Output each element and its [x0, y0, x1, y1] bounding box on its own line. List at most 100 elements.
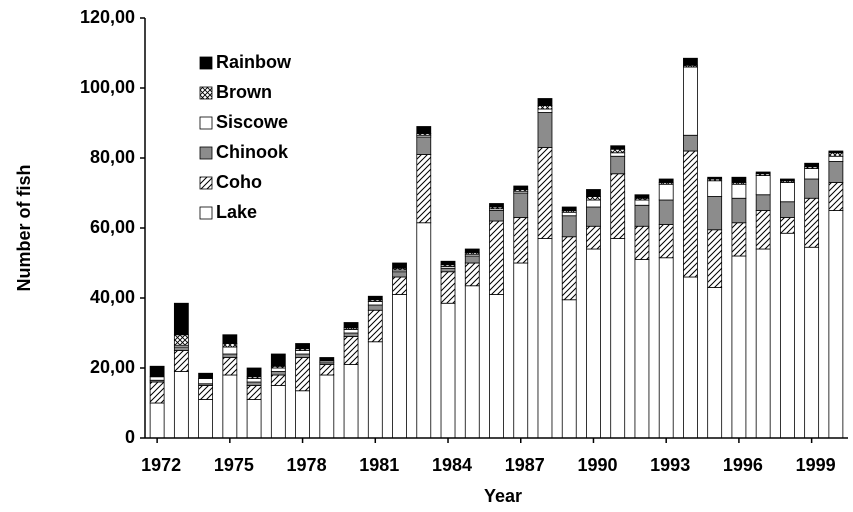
bar-segment	[270, 371, 286, 376]
bar-segment	[804, 178, 820, 199]
bar-segment	[149, 381, 165, 404]
bar-segment	[513, 185, 529, 190]
x-tick-label: 1993	[650, 455, 690, 475]
bar-segment	[610, 238, 626, 439]
bar-segment	[658, 224, 674, 259]
bar-segment	[828, 152, 844, 157]
bar-segment	[755, 248, 771, 439]
legend-swatch	[199, 146, 213, 160]
bar-segment	[489, 294, 504, 439]
bar-segment	[634, 259, 650, 439]
bar-segment	[173, 334, 189, 346]
bar-segment	[222, 374, 238, 439]
bar-segment	[343, 329, 359, 334]
y-tick-label: 100,00	[80, 77, 135, 97]
bar-segment	[513, 262, 529, 439]
x-tick-label: 1972	[141, 455, 181, 475]
bar-segment	[295, 343, 310, 350]
bar-segment	[586, 199, 601, 208]
bar-segment	[634, 194, 650, 199]
bar-segment	[683, 66, 698, 136]
bar-segment	[731, 197, 747, 224]
bar-segment	[804, 168, 820, 180]
bar-segment	[343, 336, 359, 365]
bar-segment	[755, 171, 771, 175]
bar-segment	[804, 162, 820, 168]
bar-segment	[198, 385, 214, 400]
bar-segment	[295, 357, 310, 392]
bar-segment	[295, 353, 310, 358]
bar-segment	[779, 201, 795, 218]
bar-segment	[683, 150, 698, 278]
bar-segment	[464, 255, 480, 264]
legend-swatch	[199, 56, 213, 70]
bar-segment	[731, 183, 747, 199]
bar-segment	[755, 175, 771, 196]
legend-label: Brown	[216, 82, 272, 102]
bar-segment	[561, 211, 577, 217]
bar-segment	[707, 180, 723, 197]
bar-segment	[270, 353, 286, 367]
bar-segment	[489, 220, 504, 295]
bar-segment	[367, 295, 383, 301]
bar-segment	[270, 385, 286, 439]
bar-segment	[537, 98, 553, 106]
x-tick-label: 1978	[287, 455, 327, 475]
bar-segment	[173, 346, 189, 351]
y-tick-label: 0	[125, 427, 135, 447]
bar-segment	[537, 147, 553, 239]
y-tick-label: 40,00	[90, 287, 135, 307]
bar-segment	[222, 357, 238, 376]
bar-segment	[295, 390, 310, 439]
bar-segment	[755, 194, 771, 211]
legend-label: Rainbow	[216, 52, 292, 72]
bar-segment	[658, 178, 674, 183]
bar-segment	[537, 108, 553, 113]
bar-segment	[149, 376, 165, 381]
bar-segment	[319, 374, 335, 439]
legend-label: Siscowe	[216, 112, 288, 132]
bar-segment	[392, 262, 407, 269]
legend-swatch	[199, 116, 213, 130]
bar-segment	[586, 189, 601, 197]
bar-segment	[561, 206, 577, 211]
bar-segment	[634, 204, 650, 227]
bar-segment	[489, 203, 504, 208]
bar-segment	[367, 301, 383, 306]
bar-segment	[416, 222, 432, 439]
bar-segment	[198, 372, 214, 379]
x-tick-label: 1984	[432, 455, 472, 475]
bar-segment	[828, 182, 844, 211]
bar-segment	[828, 210, 844, 439]
y-tick-label: 120,00	[80, 7, 135, 27]
x-tick-label: 1975	[214, 455, 254, 475]
bar-segment	[343, 364, 359, 439]
bar-segment	[440, 271, 456, 304]
bar-segment	[440, 260, 456, 266]
bar-segment	[416, 126, 432, 134]
bar-segment	[343, 332, 359, 337]
bar-segment	[537, 112, 553, 148]
legend-swatch	[199, 206, 213, 220]
bar-segment	[779, 232, 795, 439]
bar-segment	[367, 341, 383, 439]
bar-segment	[828, 155, 844, 162]
bar-segment	[610, 152, 626, 157]
bar-segment	[149, 402, 165, 439]
bar-segment	[246, 381, 262, 386]
bar-segment	[707, 229, 723, 288]
bar-segment	[586, 196, 601, 201]
bar-segment	[464, 285, 480, 439]
bar-segment	[561, 299, 577, 439]
bar-segment	[416, 154, 432, 224]
legend-swatch	[199, 86, 213, 100]
legend-label: Coho	[216, 172, 262, 192]
bar-segment	[610, 145, 626, 150]
bar-segment	[610, 148, 626, 154]
bar-segment	[731, 176, 747, 183]
bar-segment	[246, 385, 262, 400]
bar-segment	[683, 134, 698, 152]
bar-segment	[707, 196, 723, 231]
bar-segment	[367, 304, 383, 311]
bar-segment	[173, 350, 189, 372]
